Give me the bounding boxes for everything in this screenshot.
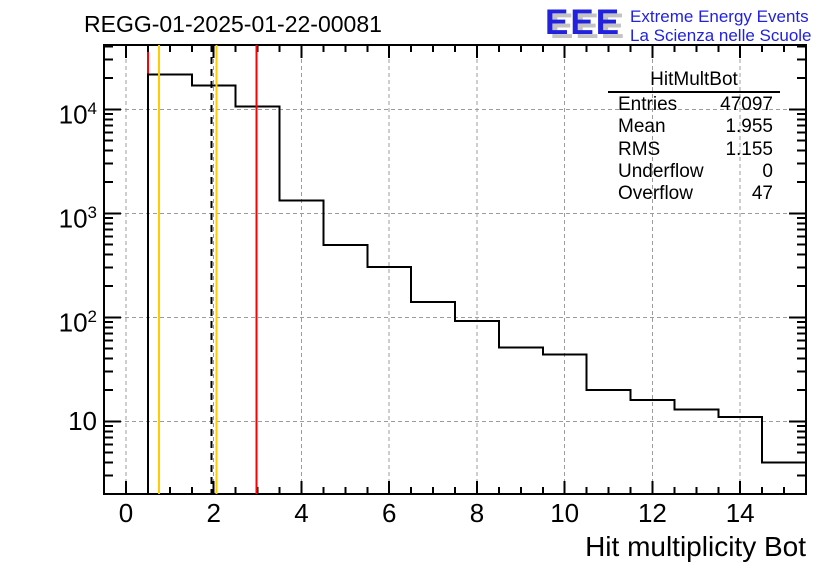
stats-row: Entries 47097 [608,94,780,116]
stats-box-rows: Entries 47097 Mean 1.955 RMS 1.155 Underflow 0 O… [608,94,780,205]
eee-logo-letters: EEE [545,3,622,42]
x-axis-title: Hit multiplicity Bot [585,531,806,562]
stats-row-label: Mean [618,116,666,138]
y-tick-label: 103 [58,203,97,234]
x-tick-label: 6 [381,498,397,528]
stats-row: Overflow 47 [608,183,780,205]
x-tick-label: 2 [206,498,221,528]
stats-row: Underflow 0 [608,161,780,183]
x-tick-label: 12 [637,498,667,528]
stats-row: Mean 1.955 [608,116,780,138]
eee-logo: EEE Extreme Energy Events La Scienza nel… [545,3,812,46]
histogram-outline [146,73,807,494]
stats-row-label: Underflow [618,160,704,182]
stats-row-value: 0 [762,160,773,182]
y-tick-label: 102 [58,307,97,338]
y-tick-label: 10 [68,406,97,437]
stats-row-label: Entries [618,94,678,115]
stats-row-value: 1.955 [725,116,773,138]
stats-row-value: 47097 [720,94,773,115]
x-tick-label: 4 [294,498,309,528]
x-tick-label: 0 [118,498,134,528]
plot-frame [103,44,807,495]
y-tick-label: 104 [58,99,97,130]
page-title: REGG-01-2025-01-22-00081 [84,11,382,37]
eee-logo-line1: Extreme Energy Events [630,7,809,26]
stats-row-label: RMS [618,138,661,160]
x-tick-label: 8 [469,498,485,528]
stats-row-value: 1.155 [725,138,773,160]
eee-logo-line2: La Scienza nelle Scuole [630,26,812,45]
stats-row-value: 47 [751,183,773,205]
stats-box-separator [608,91,780,93]
x-tick-label: 14 [725,498,755,528]
stats-box-title: HitMultBot [650,69,738,90]
eee-logo-text: Extreme Energy Events La Scienza nelle S… [630,7,811,45]
x-tick-label: 10 [550,498,580,528]
stats-box: HitMultBot Entries 47097 Mean 1.955 RMS 1.155… [608,70,780,205]
stats-row: RMS 1.155 [608,139,780,161]
stats-row-label: Overflow [618,183,693,205]
